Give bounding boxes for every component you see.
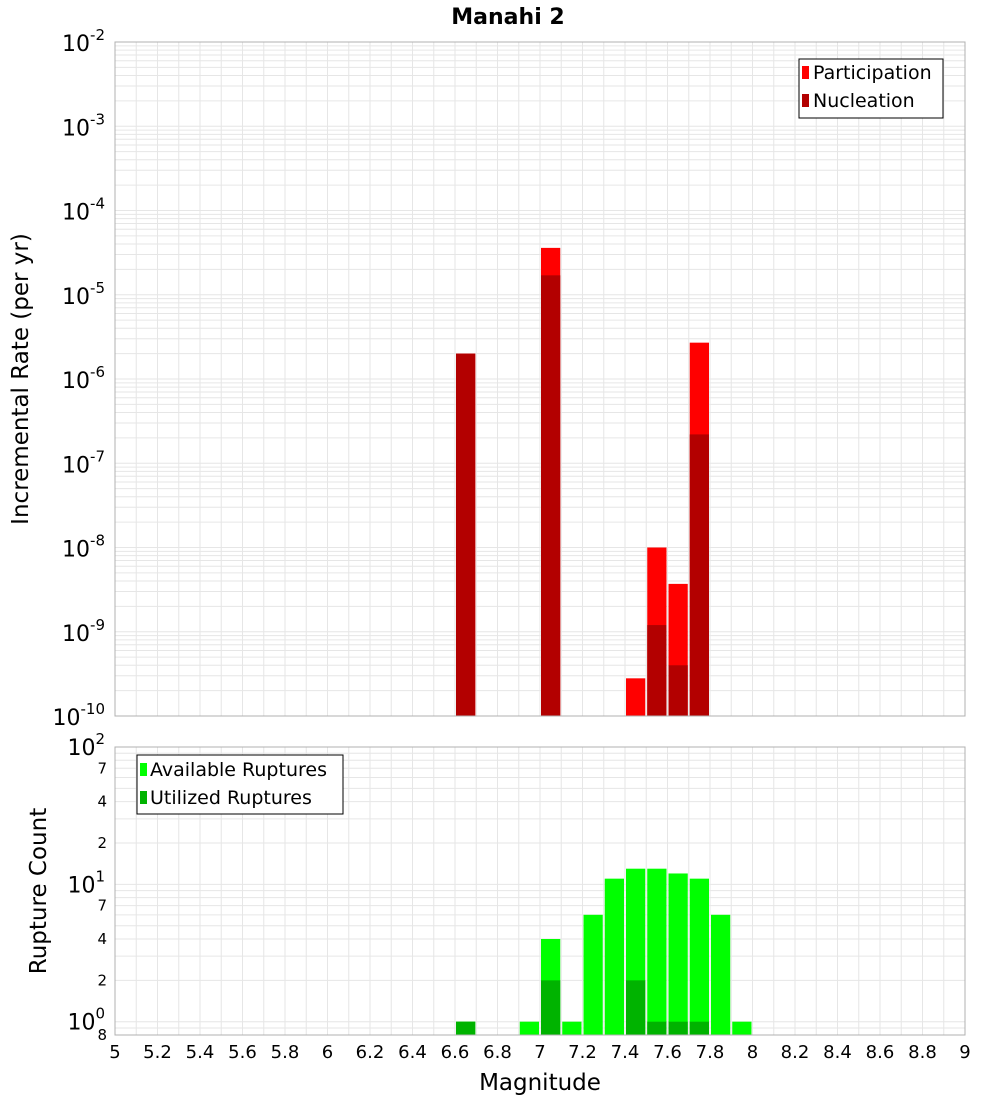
participation-legend-swatch [802,66,809,79]
rate-y-tick-label: 10-7 [62,447,105,478]
available-bar [519,1021,539,1035]
count-y-tick-label: 2 [97,971,107,989]
available-bar [711,914,731,1035]
rate-legend: Participation Nucleation [798,58,944,119]
utilized-bar [668,1021,688,1035]
x-tick-label: 6.8 [483,1042,512,1063]
x-tick-label: 6.2 [356,1042,385,1063]
available-bar [562,1021,582,1035]
count-y-tick-label: 7 [97,897,107,915]
x-tick-label: 8.2 [781,1042,810,1063]
rate-y-tick-label: 10-9 [62,616,105,647]
utilized-bar [689,1021,709,1035]
nucleation-legend-swatch [802,94,809,107]
nucleation-legend-label: Nucleation [813,90,915,112]
rate-y-axis-label: Incremental Rate (per yr) [8,233,34,525]
chart-title: Manahi 2 [451,5,564,30]
count-y-tick-label: 2 [97,834,107,852]
x-tick-label: 7.2 [568,1042,597,1063]
utilized-bar [456,1021,476,1035]
available-bar [732,1021,752,1035]
x-tick-label: 9 [959,1042,970,1063]
rate-y-tick-label: 10-6 [62,363,105,394]
x-tick-label: 7.8 [696,1042,725,1063]
rate-y-tick-label: 10-8 [62,532,105,563]
utilized-bar [626,980,646,1035]
x-tick-label: 6.6 [441,1042,470,1063]
count-plot-frame [114,746,966,1036]
count-y-tick-label: 4 [97,793,107,811]
x-tick-labels: 5 5.2 5.4 5.6 5.8 6 6.2 6.4 6.6 6.8 7 7.2 7.4 7.6 7.8 8… [109,1042,970,1063]
nucleation-bar [689,434,709,716]
available-bar [689,878,709,1035]
rate-y-tick-label: 10-2 [62,26,105,57]
count-legend-box [136,754,344,815]
x-axis-label: Magnitude [479,1070,601,1096]
utilized-bar [647,1021,667,1035]
x-tick-label: 6.4 [398,1042,427,1063]
count-legend: Available Ruptures Utilized Ruptures [136,754,344,815]
available-legend-swatch [140,763,147,776]
available-bar [604,878,624,1035]
x-tick-label: 8.4 [823,1042,852,1063]
utilized-legend-swatch [140,791,147,804]
rate-y-tick-label: 10-10 [53,700,106,731]
count-y-tick-label: 101 [67,867,105,898]
count-y-tick-label: 8 [97,1026,107,1044]
utilized-legend-label: Utilized Ruptures [150,787,312,809]
rate-y-tick-label: 10-3 [62,110,105,141]
x-tick-label: 5 [109,1042,120,1063]
count-y-tick-label: 100 [67,1005,105,1036]
nucleation-bar [541,275,561,716]
rate-y-tick-label: 10-5 [62,279,105,310]
x-tick-label: 7.6 [653,1042,682,1063]
x-tick-label: 5.2 [143,1042,172,1063]
x-tick-label: 8 [747,1042,758,1063]
count-y-tick-label: 102 [67,730,105,761]
x-tick-label: 6 [322,1042,333,1063]
count-y-tick-label: 4 [97,930,107,948]
nucleation-bar [647,625,667,716]
rate-legend-box [798,58,944,119]
rate-plot-frame [114,41,966,717]
participation-bar [626,678,646,716]
participation-legend-label: Participation [813,62,932,84]
x-tick-label: 8.8 [908,1042,937,1063]
available-bar [668,873,688,1035]
available-bar [583,914,603,1035]
rate-bars [456,247,709,716]
rate-y-tick-labels: 10-10 10-9 10-8 10-7 10-6 10-5 10-4 10-3 10-2 [53,26,106,731]
rate-y-tick-label: 10-4 [62,195,105,226]
count-grid [114,746,966,1036]
available-bar [647,868,667,1035]
x-tick-label: 5.8 [271,1042,300,1063]
count-y-axis-label: Rupture Count [26,808,52,974]
utilized-bar [541,980,561,1035]
x-tick-label: 7 [534,1042,545,1063]
x-tick-label: 8.6 [866,1042,895,1063]
rate-panel: 10-10 10-9 10-8 10-7 10-6 10-5 10-4 10-3 10-2 In… [8,26,966,731]
nucleation-bar [668,665,688,716]
count-y-tick-label: 7 [97,759,107,777]
rate-grid [114,41,966,717]
nucleation-bar [456,353,476,716]
x-tick-label: 5.4 [186,1042,215,1063]
x-tick-label: 7.4 [611,1042,640,1063]
count-bars [456,868,752,1035]
available-legend-label: Available Ruptures [150,759,327,781]
x-tick-label: 5.6 [228,1042,257,1063]
